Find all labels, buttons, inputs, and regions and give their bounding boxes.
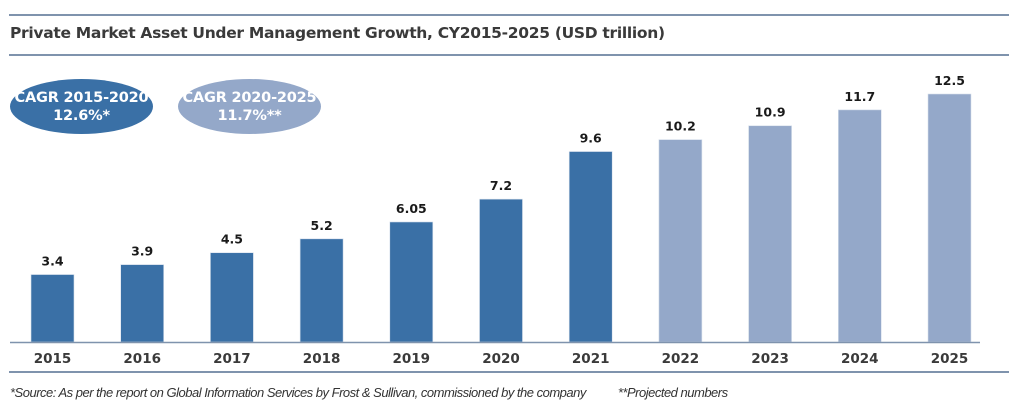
x-tick-2018: 2018 <box>303 351 341 367</box>
bar-2017 <box>210 252 254 343</box>
x-tick-2025: 2025 <box>931 351 969 367</box>
bar-2016 <box>120 264 164 343</box>
x-tick-2023: 2023 <box>751 351 789 367</box>
cagr-2015-2020-label: CAGR 2015-2020 <box>14 89 149 106</box>
bar-2018 <box>299 238 344 343</box>
bar-2025 <box>927 93 972 343</box>
bar-2022 <box>658 139 703 343</box>
x-tick-2019: 2019 <box>393 351 431 367</box>
bar-2021 <box>568 151 613 343</box>
value-label-2022: 10.2 <box>665 119 696 134</box>
x-tick-2016: 2016 <box>123 351 161 367</box>
source-footnote: *Source: As per the report on Global Inf… <box>10 385 586 400</box>
bar-2024 <box>837 109 882 343</box>
chart-title: Private Market Asset Under Management Gr… <box>10 24 665 42</box>
top-rule <box>9 14 1009 16</box>
x-tick-2017: 2017 <box>213 351 251 367</box>
bar-2015 <box>30 274 75 343</box>
x-tick-2024: 2024 <box>841 351 879 367</box>
title-rule <box>9 54 1009 56</box>
x-tick-2015: 2015 <box>34 351 72 367</box>
x-tick-2021: 2021 <box>572 351 610 367</box>
bar-chart: 3.4 2015 3.9 2016 4.5 2017 5.2 2018 6.05 2019 7.2 2… <box>10 73 980 367</box>
cagr-2015-2020-value: 12.6%* <box>53 107 110 124</box>
value-label-2023: 10.9 <box>755 105 786 120</box>
cagr-2020-2025-label: CAGR 2020-2025 <box>182 89 317 106</box>
value-label-2016: 3.9 <box>131 244 153 259</box>
cagr-2015-2020-badge: CAGR 2015-2020 12.6%* <box>10 79 153 134</box>
x-tick-2022: 2022 <box>662 351 700 367</box>
value-label-2015: 3.4 <box>41 254 63 269</box>
value-label-2019: 6.05 <box>396 201 427 216</box>
bar-2020 <box>479 198 523 343</box>
value-label-2024: 11.7 <box>844 89 875 104</box>
cagr-2020-2025-badge: CAGR 2020-2025 11.7%** <box>178 79 321 134</box>
x-tick-2020: 2020 <box>482 351 520 367</box>
bar-2019 <box>389 221 434 343</box>
projected-footnote: **Projected numbers <box>617 385 728 400</box>
cagr-2020-2025-value: 11.7%** <box>217 107 282 124</box>
value-label-2025: 12.5 <box>934 73 965 88</box>
bar-2023 <box>748 125 792 343</box>
footnotes: *Source: As per the report on Global Inf… <box>10 385 728 400</box>
value-label-2018: 5.2 <box>311 218 333 233</box>
bottom-rule <box>9 371 1009 373</box>
value-label-2017: 4.5 <box>221 232 243 247</box>
value-label-2020: 7.2 <box>490 178 512 193</box>
value-label-2021: 9.6 <box>580 131 602 146</box>
